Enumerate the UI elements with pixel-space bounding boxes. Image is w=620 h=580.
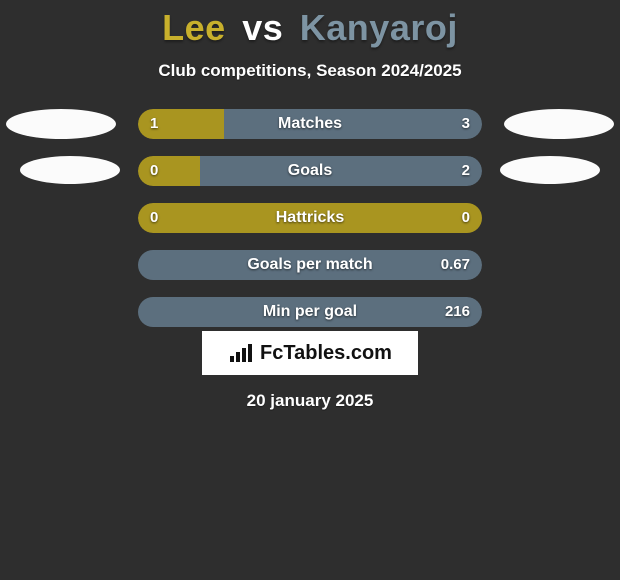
bar-segment-player2: [138, 250, 482, 280]
stat-bar: Hattricks00: [138, 203, 482, 233]
date-text: 20 january 2025: [0, 391, 620, 411]
player2-avatar-shadow-icon: [500, 156, 600, 184]
bar-segment-player1: [138, 203, 482, 233]
bar-segment-player1: [138, 156, 200, 186]
player2-avatar-icon: [504, 109, 614, 139]
brand-chart-icon: [228, 342, 254, 364]
bar-segment-player1: [138, 109, 224, 139]
subtitle: Club competitions, Season 2024/2025: [0, 61, 620, 81]
stat-bar: Min per goal216: [138, 297, 482, 327]
player2-name: Kanyaroj: [300, 7, 458, 48]
vs-text: vs: [242, 7, 283, 48]
bar-segment-player2: [138, 297, 482, 327]
stat-bars: Matches13 Goals02 Hattricks00 Goals per mat…: [138, 109, 482, 327]
brand-text: FcTables.com: [260, 342, 392, 365]
player1-name: Lee: [162, 7, 226, 48]
page-title: Lee vs Kanyaroj: [0, 6, 620, 49]
stat-bar: Goals per match0.67: [138, 250, 482, 280]
bar-segment-player2: [224, 109, 482, 139]
brand-badge: FcTables.com: [202, 331, 418, 375]
player1-avatar-shadow-icon: [20, 156, 120, 184]
bar-segment-player2: [200, 156, 482, 186]
stat-bar: Goals02: [138, 156, 482, 186]
comparison-stage: Matches13 Goals02 Hattricks00 Goals per mat…: [0, 109, 620, 327]
player1-avatar-icon: [6, 109, 116, 139]
stat-bar: Matches13: [138, 109, 482, 139]
comparison-infographic: Lee vs Kanyaroj Club competitions, Seaso…: [0, 0, 620, 580]
